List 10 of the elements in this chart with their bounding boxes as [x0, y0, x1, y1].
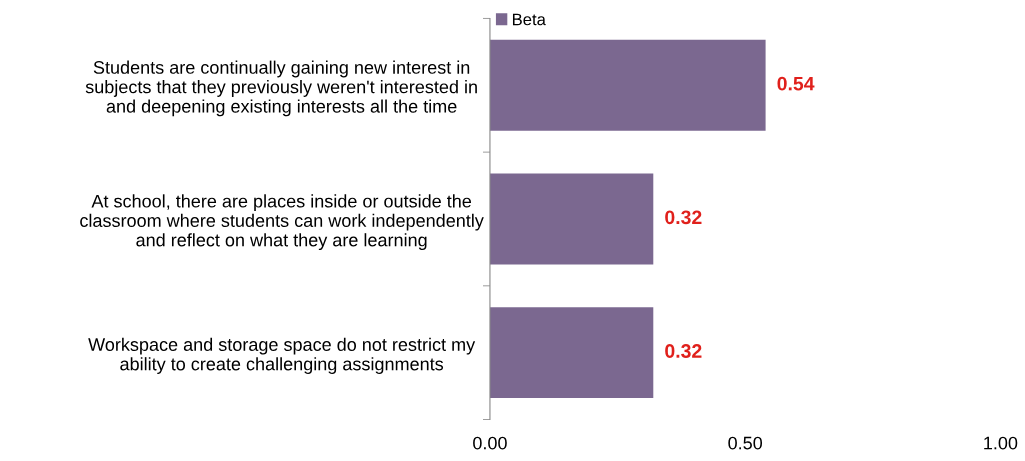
y-tick-label: At school, there are places inside or outside the classroom where students can work independently and reflect on what they are learning: [80, 194, 484, 251]
x-tick-label: 1.00: [984, 436, 1018, 450]
data-label: 0.32: [665, 344, 702, 358]
y-tick-label: Students are continually gaining new interest in subjects that they previously weren't interested in and deepening existing interests all the time: [85, 60, 477, 117]
x-tick-label: 0.00: [473, 436, 507, 450]
legend-label: Beta: [512, 13, 546, 26]
y-tick-label: Workspace and storage space do not restrict my ability to create challenging assignments: [88, 337, 476, 374]
x-tick-label: 0.50: [728, 436, 763, 450]
data-label: 0.54: [777, 76, 815, 91]
data-label: 0.32: [665, 210, 702, 225]
